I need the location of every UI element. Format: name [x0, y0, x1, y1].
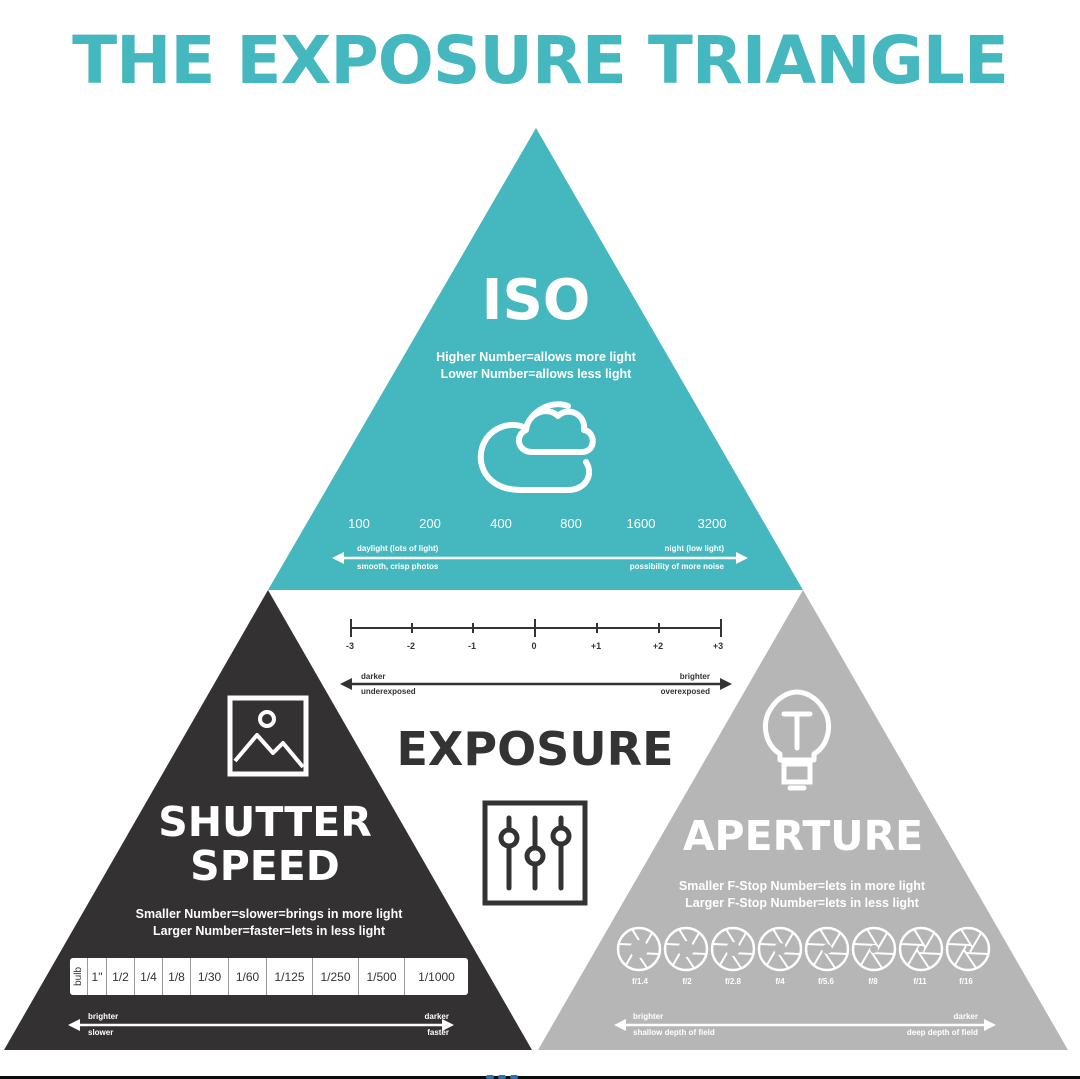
- exposure-left-bottom-label: underexposed: [361, 687, 416, 696]
- exposure-stop-label: +2: [652, 641, 664, 651]
- shutter-rule-larger: Larger Number=faster=lets in less light: [152, 924, 386, 938]
- shutter-speed-cell: 1": [88, 958, 107, 995]
- light-bulb-icon: [762, 689, 832, 791]
- aperture-right-bottom-label: deep depth of field: [906, 1028, 978, 1037]
- aperture-blade-icon: [945, 926, 991, 972]
- aperture-double-arrow: [614, 1019, 996, 1031]
- iso-right-top-label: night (low light): [664, 544, 724, 553]
- fstop-label: f/11: [913, 977, 927, 986]
- shutter-heading-line1: SHUTTER: [158, 798, 372, 846]
- aperture-blade-icon: [616, 926, 662, 972]
- iso-heading: ISO: [481, 268, 591, 333]
- sliders-icon: [482, 800, 588, 906]
- iso-value: 400: [490, 516, 512, 531]
- page-title: THE EXPOSURE TRIANGLE: [72, 22, 1009, 99]
- exposure-stop-label: -3: [345, 641, 354, 651]
- shutter-speed-cell: 1/8: [163, 958, 191, 995]
- page-indicator-dot: [510, 1075, 518, 1079]
- iso-left-bottom-label: smooth, crisp photos: [357, 562, 439, 571]
- exposure-stop-label: +1: [590, 641, 602, 651]
- exposure-left-top-label: darker: [361, 672, 386, 681]
- fstop-label: f/1.4: [631, 977, 648, 986]
- aperture-rule-larger: Larger F-Stop Number=lets in less light: [685, 896, 919, 910]
- aperture-left-bottom-label: shallow depth of field: [633, 1028, 715, 1037]
- exposure-right-bottom-label: overexposed: [660, 687, 710, 696]
- shutter-speed-cell: 1/1000: [418, 969, 455, 984]
- iso-value: 3200: [697, 516, 727, 531]
- iso-left-top-label: daylight (lots of light): [357, 544, 439, 553]
- aperture-blades-row: [616, 926, 991, 972]
- aperture-blade-icon: [804, 926, 850, 972]
- landscape-photo-icon: [227, 695, 309, 777]
- iso-double-arrow: [332, 552, 748, 564]
- shutter-speed-cell: bulb: [70, 958, 88, 995]
- exposure-right-top-label: brighter: [679, 672, 710, 681]
- bottom-border: [0, 1076, 1080, 1079]
- iso-triangle: [268, 128, 803, 590]
- exposure-heading: EXPOSURE: [396, 722, 674, 776]
- exposure-scale: [350, 619, 722, 637]
- aperture-rule-smaller: Smaller F-Stop Number=lets in more light: [678, 879, 926, 893]
- exposure-stop-label: -1: [467, 641, 476, 651]
- shutter-speed-cell: 1/250: [313, 958, 359, 995]
- page-indicator-dot: [498, 1075, 506, 1079]
- fstop-label: f/8: [868, 977, 878, 986]
- fstop-label: f/16: [959, 977, 973, 986]
- shutter-speed-cell: 1/125: [267, 958, 313, 995]
- aperture-right-top-label: darker: [953, 1012, 978, 1021]
- exposure-double-arrow: [340, 678, 732, 690]
- shutter-speed-scale: bulb 1" 1/2 1/4 1/8 1/30 1/60 1/125 1/25…: [70, 958, 468, 995]
- shutter-left-bottom-label: slower: [88, 1028, 114, 1037]
- aperture-blade-icon: [710, 926, 756, 972]
- iso-right-bottom-label: possibility of more noise: [629, 562, 724, 571]
- iso-value: 1600: [626, 516, 656, 531]
- page-indicator-dot: [486, 1075, 494, 1079]
- fstop-label: f/2.8: [724, 977, 741, 986]
- exposure-stop-label: +3: [712, 641, 724, 651]
- shutter-right-bottom-label: faster: [427, 1028, 449, 1037]
- aperture-blade-icon: [898, 926, 944, 972]
- fstop-label: f/5.6: [817, 977, 834, 986]
- shutter-speed-cell: 1/30: [191, 958, 229, 995]
- shutter-speed-cell: 1/4: [135, 958, 163, 995]
- iso-value: 100: [348, 516, 370, 531]
- fstop-label: f/4: [775, 977, 785, 986]
- iso-value: 200: [419, 516, 441, 531]
- shutter-speed-cell: 1/2: [107, 958, 135, 995]
- shutter-speed-cell: 1/60: [229, 958, 267, 995]
- shutter-triangle: [4, 590, 532, 1050]
- exposure-stop-label: -2: [406, 641, 415, 651]
- aperture-blade-icon: [757, 926, 803, 972]
- shutter-speed-cell: 1/500: [359, 958, 405, 995]
- shutter-left-top-label: brighter: [88, 1012, 119, 1021]
- aperture-blade-icon: [851, 926, 897, 972]
- exposure-stop-label: 0: [531, 641, 537, 651]
- shutter-speed-value: bulb: [73, 967, 84, 986]
- aperture-blade-icon: [663, 926, 709, 972]
- shutter-rule-smaller: Smaller Number=slower=brings in more lig…: [135, 907, 403, 921]
- iso-value: 800: [560, 516, 582, 531]
- fstop-label: f/2: [682, 977, 692, 986]
- aperture-heading: APERTURE: [682, 812, 924, 860]
- shutter-right-top-label: darker: [424, 1012, 449, 1021]
- aperture-left-top-label: brighter: [633, 1012, 664, 1021]
- shutter-double-arrow: [68, 1019, 454, 1031]
- shutter-heading-line2: SPEED: [190, 842, 340, 890]
- iso-rule-lower: Lower Number=allows less light: [440, 367, 632, 381]
- iso-rule-higher: Higher Number=allows more light: [436, 350, 636, 364]
- cloud-icon: [477, 401, 596, 494]
